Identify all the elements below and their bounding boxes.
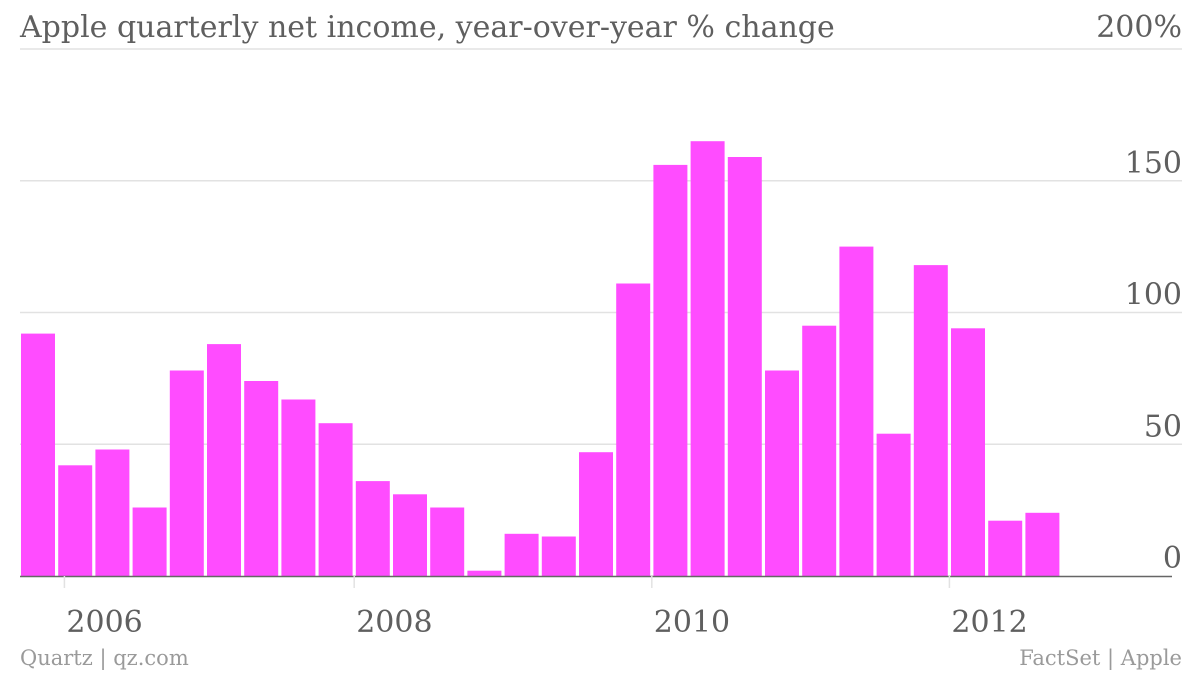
bar	[951, 328, 985, 576]
x-tick-label: 2006	[66, 605, 142, 640]
bar	[21, 333, 55, 576]
bar	[430, 507, 465, 576]
x-tick-label: 2008	[356, 605, 432, 640]
bar	[988, 520, 1023, 576]
bar	[132, 507, 167, 576]
bar	[95, 449, 130, 576]
bar	[169, 370, 204, 576]
bar	[318, 423, 353, 576]
x-tick-label: 2012	[951, 605, 1027, 640]
bar	[58, 465, 93, 576]
y-tick-label: 150	[1125, 146, 1182, 181]
y-tick-label: 100	[1125, 278, 1182, 313]
bar	[802, 325, 837, 576]
bar	[690, 141, 725, 576]
bar	[653, 164, 688, 576]
bar	[207, 344, 241, 576]
bar	[355, 481, 390, 576]
bar	[727, 157, 762, 576]
bar	[876, 433, 911, 576]
bar	[504, 533, 539, 576]
chart-title: Apple quarterly net income, year-over-ye…	[20, 10, 835, 45]
y-tick-label-top: 200%	[1096, 10, 1182, 45]
bar	[839, 246, 874, 576]
x-tick-label: 2010	[654, 605, 730, 640]
bar	[616, 283, 651, 576]
bar	[579, 452, 613, 576]
bar	[1025, 512, 1060, 576]
bar	[913, 265, 948, 576]
bar	[393, 494, 427, 576]
bar	[244, 381, 279, 576]
bar	[541, 536, 576, 576]
credit-source-left: Quartz | qz.com	[20, 646, 189, 670]
bar	[765, 370, 799, 576]
y-tick-label: 0	[1163, 541, 1182, 576]
bar	[281, 399, 316, 576]
credit-source-right: FactSet | Apple	[1019, 646, 1182, 670]
bar	[467, 570, 502, 576]
y-tick-label: 50	[1144, 409, 1182, 444]
